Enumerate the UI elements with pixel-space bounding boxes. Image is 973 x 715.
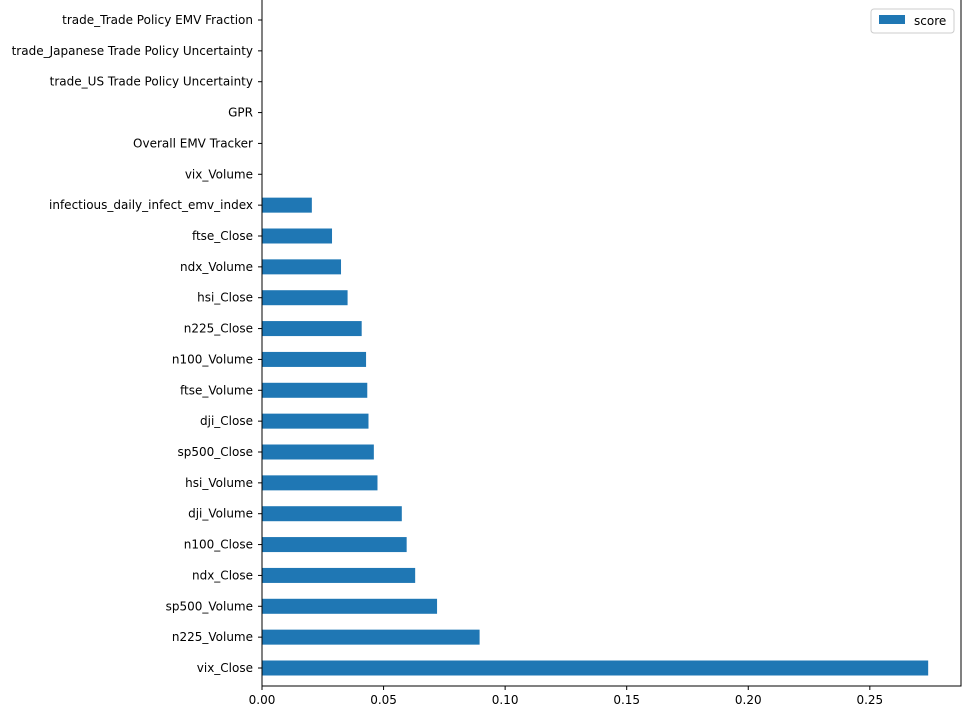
y-tick-label: n225_Volume: [172, 630, 253, 644]
y-tick-label: ftse_Close: [192, 229, 253, 243]
bar-infectious-daily-infect-emv-index: [262, 197, 312, 213]
bar-sp500-volume: [262, 598, 438, 614]
y-tick-label: n225_Close: [184, 322, 253, 336]
y-tick-label: vix_Close: [197, 661, 253, 675]
x-axis: 0.00 0.05 0.10 0.15 0.20 0.25: [249, 686, 883, 707]
bar-hsi-volume: [262, 475, 378, 491]
bars-layer: [262, 197, 929, 676]
x-tick-label: 0.00: [249, 693, 276, 707]
y-tick-label: trade_US Trade Policy Uncertainty: [50, 75, 253, 89]
y-tick-label: ftse_Volume: [180, 383, 253, 397]
y-tick-label: ndx_Volume: [180, 260, 253, 274]
bar-vix-close: [262, 660, 929, 676]
legend: score: [870, 8, 955, 34]
y-tick-label: n100_Volume: [172, 352, 253, 366]
bar-ndx-volume: [262, 259, 342, 275]
y-tick-label: vix_Volume: [185, 167, 253, 181]
y-tick-label: infectious_daily_infect_emv_index: [49, 198, 253, 212]
y-tick-label: hsi_Volume: [185, 476, 253, 490]
bar-dji-close: [262, 413, 369, 429]
y-tick-label: ndx_Close: [192, 568, 253, 582]
bar-n100-volume: [262, 351, 367, 367]
y-tick-label: Overall EMV Tracker: [133, 136, 253, 150]
y-axis: vix_Close n225_Volume sp500_Volume ndx_Clos…: [12, 13, 262, 675]
bar-n225-volume: [262, 629, 480, 645]
bar-dji-volume: [262, 506, 402, 522]
plot-area-frame: [261, 0, 962, 687]
y-tick-label: trade_Japanese Trade Policy Uncertainty: [12, 44, 253, 58]
bar-n225-close: [262, 321, 362, 337]
y-tick-label: sp500_Volume: [166, 599, 253, 613]
bar-n100-close: [262, 537, 407, 553]
x-tick-label: 0.10: [492, 693, 519, 707]
bar-ftse-volume: [262, 382, 368, 398]
bar-hsi-close: [262, 290, 348, 306]
y-tick-label: dji_Close: [200, 414, 253, 428]
legend-swatch-score: [879, 15, 905, 24]
x-tick-label: 0.15: [613, 693, 640, 707]
y-tick-label: hsi_Close: [197, 291, 253, 305]
bar-ndx-close: [262, 567, 416, 583]
y-tick-label: sp500_Close: [178, 445, 253, 459]
bar-sp500-close: [262, 444, 374, 460]
x-tick-label: 0.25: [856, 693, 883, 707]
x-tick-label: 0.20: [735, 693, 762, 707]
y-tick-label: n100_Close: [184, 538, 253, 552]
legend-label-score: score: [914, 14, 946, 28]
y-tick-label: trade_Trade Policy EMV Fraction: [62, 13, 253, 27]
y-tick-label: GPR: [228, 106, 253, 120]
bar-ftse-close: [262, 228, 333, 244]
x-tick-label: 0.05: [370, 693, 397, 707]
y-tick-label: dji_Volume: [188, 507, 253, 521]
